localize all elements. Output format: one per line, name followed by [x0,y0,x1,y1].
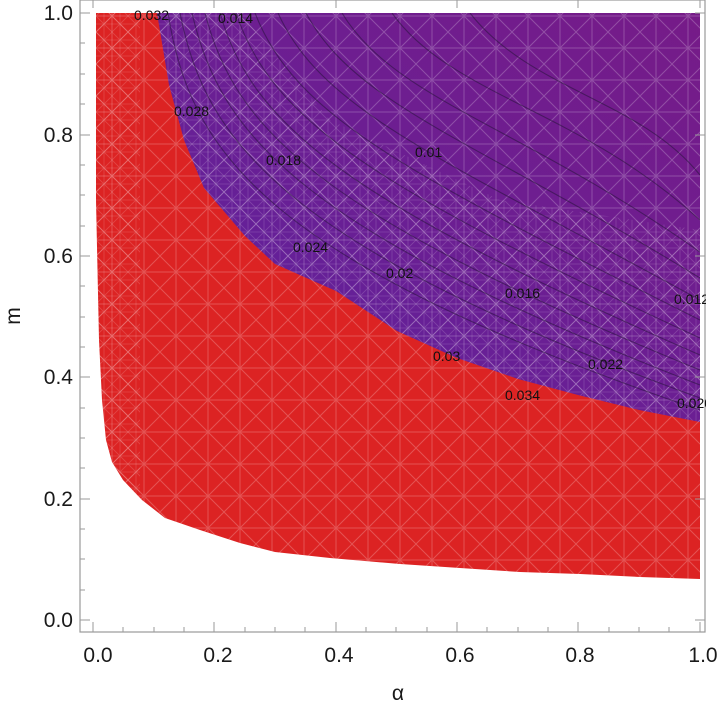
x-tick-label: 0.0 [83,644,112,667]
y-axis [80,12,705,621]
contour-labels: 0.032 0.014 0.028 0.018 0.01 0.024 0.02 … [134,7,712,411]
x-axis-title: α [392,682,404,705]
contour-label: 0.034 [505,387,540,403]
contour-label: 0.022 [588,356,623,372]
contour-label: 0.01 [415,144,442,160]
x-tick-label: 0.8 [565,644,594,667]
y-tick-label: 0.6 [44,245,73,268]
contour-label: 0.016 [505,285,540,301]
contour-lines [167,13,700,411]
y-tick-label: 0.4 [44,366,74,389]
x-tick-label: 0.2 [203,644,232,667]
contour-label: 0.018 [266,152,301,168]
x-axis [92,0,701,632]
x-tick-label: 0.6 [445,644,474,667]
y-tick-label: 1.0 [44,2,73,25]
contour-label: 0.02 [386,265,413,281]
y-tick-label: 0.2 [44,488,73,511]
y-tick-label: 0.0 [44,609,73,632]
x-tick-label: 1.0 [688,644,717,667]
contour-label: 0.032 [134,7,169,23]
contour-label: 0.014 [218,10,253,26]
x-tick-label: 0.4 [324,644,354,667]
y-axis-title: m [2,307,25,325]
contour-label: 0.03 [433,348,460,364]
plot-frame [79,0,706,633]
contour-label: 0.028 [174,103,209,119]
contour-label: 0.020 [677,395,712,411]
contour-label: 0.024 [293,239,328,255]
y-tick-label: 0.8 [44,124,73,147]
contour-label: 0.012 [674,291,709,307]
